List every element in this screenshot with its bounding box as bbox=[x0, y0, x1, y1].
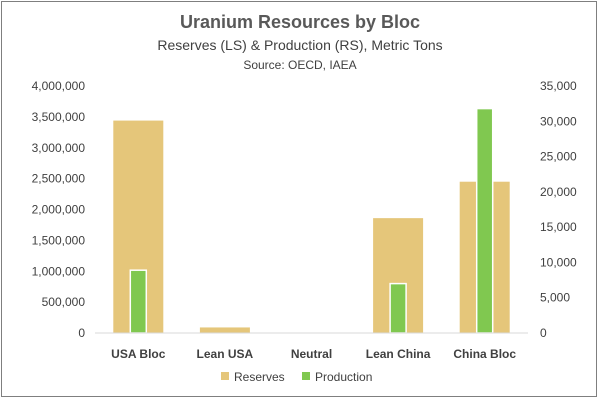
right-tick-label: 15,000 bbox=[540, 220, 577, 234]
legend-swatch-production bbox=[302, 372, 310, 380]
category-labels: USA Bloc Lean USA Neutral Lean China China B… bbox=[111, 347, 516, 361]
production-series bbox=[129, 107, 494, 334]
right-tick-label: 30,000 bbox=[540, 114, 577, 128]
legend-swatch-reserves bbox=[221, 372, 229, 380]
legend-label-reserves: Reserves bbox=[234, 370, 285, 384]
left-tick-label: 0 bbox=[78, 326, 85, 340]
right-tick-label: 10,000 bbox=[540, 255, 577, 269]
reserves-bar bbox=[199, 327, 250, 333]
category-label: Lean China bbox=[366, 347, 431, 361]
category-label: USA Bloc bbox=[111, 347, 166, 361]
reserves-series bbox=[113, 120, 510, 333]
right-tick-label: 35,000 bbox=[540, 79, 577, 93]
right-tick-label: 5,000 bbox=[540, 291, 570, 305]
right-tick-label: 25,000 bbox=[540, 150, 577, 164]
category-label: Lean USA bbox=[197, 347, 254, 361]
chart-title: Uranium Resources by Bloc bbox=[180, 12, 420, 32]
chart-source: Source: OECD, IAEA bbox=[243, 58, 356, 72]
left-tick-label: 4,000,000 bbox=[32, 79, 86, 93]
left-tick-label: 500,000 bbox=[42, 295, 86, 309]
legend: Reserves Production bbox=[221, 370, 372, 384]
chart-subtitle: Reserves (LS) & Production (RS), Metric … bbox=[157, 37, 442, 53]
left-axis: 0 500,000 1,000,000 1,500,000 2,000,000 2,500… bbox=[32, 79, 86, 340]
right-tick-label: 20,000 bbox=[540, 185, 577, 199]
category-label: Neutral bbox=[291, 347, 332, 361]
production-bar bbox=[389, 282, 407, 334]
left-tick-label: 3,000,000 bbox=[32, 141, 86, 155]
right-axis: 0 5,000 10,000 15,000 20,000 25,000 30,000 35,0… bbox=[540, 79, 577, 340]
left-tick-label: 2,000,000 bbox=[32, 203, 86, 217]
production-bar bbox=[129, 269, 148, 334]
legend-label-production: Production bbox=[315, 370, 372, 384]
production-bar bbox=[475, 107, 494, 334]
left-tick-label: 1,000,000 bbox=[32, 264, 86, 278]
left-tick-label: 2,500,000 bbox=[32, 172, 86, 186]
left-tick-label: 1,500,000 bbox=[32, 233, 86, 247]
category-label: China Bloc bbox=[453, 347, 516, 361]
left-tick-label: 3,500,000 bbox=[32, 110, 86, 124]
right-tick-label: 0 bbox=[540, 326, 547, 340]
